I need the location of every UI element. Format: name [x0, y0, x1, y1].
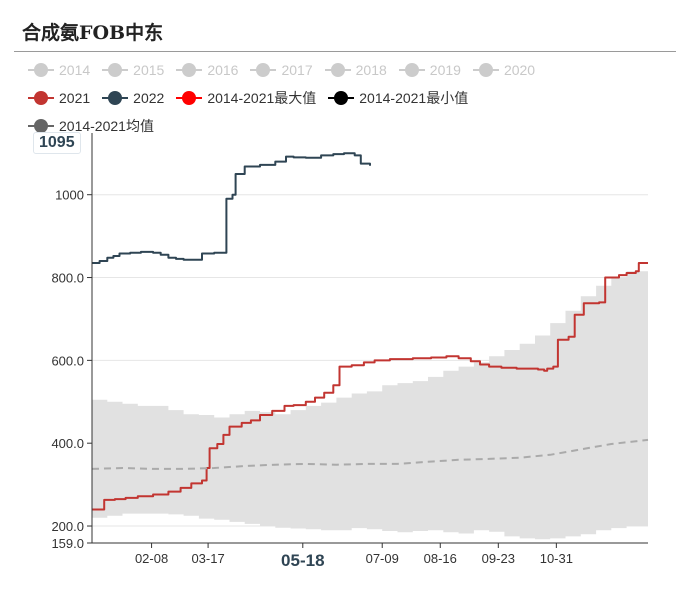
- x-tick-label: 02-08: [135, 551, 168, 566]
- legend-item[interactable]: 2014-2021最小值: [328, 88, 468, 108]
- legend-item[interactable]: 2021: [28, 90, 90, 106]
- legend-item[interactable]: 2020: [472, 62, 536, 78]
- legend-item[interactable]: 2014-2021最大值: [176, 88, 316, 108]
- legend-label: 2022: [133, 90, 165, 106]
- min-max-band: [92, 263, 648, 540]
- legend-label: 2019: [429, 62, 461, 78]
- legend-label: 2014-2021均值: [59, 118, 154, 134]
- legend-marker-icon: [398, 63, 425, 77]
- series-line-2014-2021均值: [91, 438, 649, 470]
- legend-label: 2015: [133, 62, 165, 78]
- legend-item[interactable]: 2019: [398, 62, 461, 78]
- x-tick-label: 08-16: [424, 551, 457, 566]
- legend-item[interactable]: 2016: [176, 62, 238, 78]
- legend-label: 2014-2021最大值: [207, 90, 317, 106]
- legend-item[interactable]: 2015: [102, 62, 164, 78]
- legend-label: 2014: [59, 62, 91, 78]
- x-tick-label: 09-23: [482, 551, 515, 566]
- legend-marker-icon: [176, 91, 203, 105]
- x-tick-label: 10-31: [540, 551, 573, 566]
- legend-marker-icon: [102, 91, 129, 105]
- legend-item[interactable]: 2017: [250, 62, 313, 78]
- legend-label: 2018: [355, 62, 387, 78]
- y-tick-label: 200.0: [51, 519, 84, 534]
- legend-row: 2021 2022 2014-2021最大值 2014-2021最小值: [28, 84, 678, 112]
- legend-item[interactable]: 2014: [28, 62, 90, 78]
- legend-marker-icon: [28, 63, 54, 77]
- x-tick-label: 07-09: [366, 551, 399, 566]
- title-divider: [14, 51, 676, 52]
- x-tick-label: 05-18: [281, 551, 324, 570]
- legend-marker-icon: [250, 63, 277, 77]
- y-tick-label: 1000: [55, 188, 84, 203]
- page-title: 合成氨FOB中东: [22, 22, 164, 44]
- legend-marker-icon: [324, 63, 351, 77]
- legend-label: 2017: [281, 62, 313, 78]
- hover-value-badge: 1095: [33, 132, 81, 154]
- y-tick-label: 600.0: [51, 353, 84, 368]
- series-lines: [91, 152, 649, 511]
- y-tick-label: 400.0: [51, 436, 84, 451]
- legend-marker-icon: [472, 63, 499, 77]
- legend-item[interactable]: 2014-2021均值: [28, 116, 154, 136]
- legend-label: 2014-2021最小值: [359, 90, 469, 106]
- x-tick-label: 03-17: [191, 551, 224, 566]
- legend-marker-icon: [28, 91, 54, 105]
- legend-item[interactable]: 2022: [102, 90, 164, 106]
- min-max-area: [92, 263, 648, 540]
- chart-legend: 2014 2015 2016 2017 2018 2019 2020 2021 2022 2014…: [28, 56, 678, 140]
- legend-label: 2021: [59, 90, 91, 106]
- series-line-2022: [92, 152, 371, 264]
- axes: 159.0 200.0 400.0 600.0 800.0 1000 02-08 03-17 0…: [51, 133, 648, 570]
- legend-marker-icon: [28, 119, 54, 133]
- y-tick-label: 159.0: [51, 536, 84, 551]
- legend-item[interactable]: 2018: [324, 62, 387, 78]
- legend-label: 2020: [503, 62, 536, 78]
- legend-row: 2014-2021均值: [28, 112, 678, 140]
- legend-marker-icon: [102, 63, 129, 77]
- series-line-2021: [92, 262, 648, 511]
- y-tick-label: 800.0: [51, 271, 84, 286]
- legend-marker-icon: [328, 91, 355, 105]
- legend-marker-icon: [176, 63, 203, 77]
- legend-row: 2014 2015 2016 2017 2018 2019 2020: [28, 56, 678, 84]
- legend-label: 2016: [207, 62, 239, 78]
